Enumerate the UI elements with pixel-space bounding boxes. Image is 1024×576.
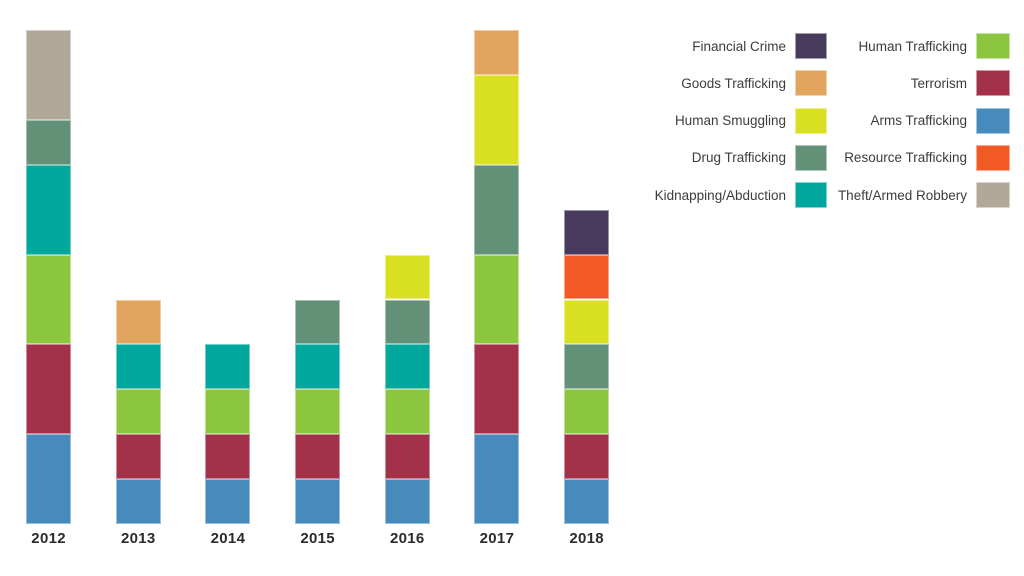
segment-kidnapping-abduction-2013 xyxy=(115,344,161,390)
legend-item-theft-armed-robbery: Theft/Armed Robbery xyxy=(792,182,1010,209)
segment-human-trafficking-2012 xyxy=(26,254,72,345)
x-axis-label-2013: 2013 xyxy=(120,530,156,547)
x-axis-label-2014: 2014 xyxy=(210,530,246,547)
legend-label-resource-trafficking: Resource Trafficking xyxy=(844,150,967,166)
segment-terrorism-2016 xyxy=(384,434,430,480)
legend-swatch-arms-trafficking xyxy=(976,107,1010,134)
segment-terrorism-2017 xyxy=(474,344,520,435)
legend-item-arms-trafficking: Arms Trafficking xyxy=(792,107,1010,134)
legend-column-1: Financial Crime Goods Trafficking Human Sm… xyxy=(600,33,827,253)
legend-item-terrorism: Terrorism xyxy=(792,70,1010,97)
legend-label-kidnapping-abduction: Kidnapping/Abduction xyxy=(654,187,786,203)
segment-human-trafficking-2018 xyxy=(564,389,610,435)
segment-human-trafficking-2015 xyxy=(295,389,341,435)
segment-kidnapping-abduction-2012 xyxy=(26,164,72,255)
legend-swatch-financial-crime xyxy=(795,33,827,59)
segment-goods-trafficking-2017 xyxy=(474,30,520,75)
segment-arms-trafficking-2015 xyxy=(295,479,341,524)
segment-theft-armed-robbery-2012 xyxy=(26,30,72,120)
legend-item-financial-crime: Financial Crime xyxy=(600,33,827,59)
segment-arms-trafficking-2012 xyxy=(26,434,72,524)
segment-kidnapping-abduction-2015 xyxy=(295,344,341,390)
legend-item-human-trafficking: Human Trafficking xyxy=(792,33,1010,59)
x-axis-label-2017: 2017 xyxy=(479,530,515,547)
segment-human-smuggling-2017 xyxy=(474,75,520,165)
legend-swatch-kidnapping-abduction xyxy=(795,182,827,209)
x-axis-label-2012: 2012 xyxy=(31,530,66,547)
legend-item-resource-trafficking: Resource Trafficking xyxy=(792,144,1010,171)
legend-item-human-smuggling: Human Smuggling xyxy=(600,107,827,134)
legend-swatch-human-trafficking xyxy=(976,33,1010,59)
legend-swatch-terrorism xyxy=(976,70,1010,97)
segment-human-smuggling-2018 xyxy=(564,299,610,345)
legend-label-human-smuggling: Human Smuggling xyxy=(674,113,786,129)
legend-label-terrorism: Terrorism xyxy=(910,75,967,91)
segment-drug-trafficking-2017 xyxy=(474,164,520,255)
legend-swatch-resource-trafficking xyxy=(976,144,1010,171)
segment-terrorism-2014 xyxy=(205,434,251,480)
segment-drug-trafficking-2016 xyxy=(384,299,430,345)
segment-kidnapping-abduction-2014 xyxy=(205,344,251,390)
segment-human-trafficking-2013 xyxy=(115,389,161,435)
legend-label-financial-crime: Financial Crime xyxy=(692,38,786,54)
legend-item-goods-trafficking: Goods Trafficking xyxy=(600,70,827,97)
legend-label-drug-trafficking: Drug Trafficking xyxy=(691,150,786,166)
legend-swatch-theft-armed-robbery xyxy=(976,182,1010,209)
segment-arms-trafficking-2017 xyxy=(474,434,520,524)
x-axis-label-2016: 2016 xyxy=(389,530,425,547)
segment-resource-trafficking-2018 xyxy=(564,254,610,300)
segment-terrorism-2012 xyxy=(26,344,72,435)
x-axis-label-2015: 2015 xyxy=(300,530,335,547)
segment-arms-trafficking-2014 xyxy=(205,479,251,524)
segment-terrorism-2015 xyxy=(295,434,341,480)
segment-kidnapping-abduction-2016 xyxy=(384,344,430,390)
segment-arms-trafficking-2013 xyxy=(115,479,161,524)
segment-human-trafficking-2017 xyxy=(474,254,520,345)
segment-human-smuggling-2016 xyxy=(384,254,430,300)
segment-arms-trafficking-2018 xyxy=(564,479,610,524)
segment-drug-trafficking-2012 xyxy=(26,119,72,165)
segment-drug-trafficking-2018 xyxy=(564,344,610,390)
legend-swatch-human-smuggling xyxy=(795,107,827,134)
legend-label-theft-armed-robbery: Theft/Armed Robbery xyxy=(837,187,967,203)
legend-label-human-trafficking: Human Trafficking xyxy=(858,38,967,54)
segment-drug-trafficking-2015 xyxy=(295,299,341,345)
legend-item-drug-trafficking: Drug Trafficking xyxy=(600,144,827,171)
legend-label-arms-trafficking: Arms Trafficking xyxy=(870,113,967,129)
legend-swatch-goods-trafficking xyxy=(795,70,827,97)
legend: Financial Crime Goods Trafficking Human Sm… xyxy=(0,33,1024,263)
segment-financial-crime-2018 xyxy=(564,209,610,255)
segment-goods-trafficking-2013 xyxy=(115,299,161,345)
legend-item-kidnapping-abduction: Kidnapping/Abduction xyxy=(600,182,827,209)
legend-swatch-drug-trafficking xyxy=(795,144,827,171)
x-axis-label-2018: 2018 xyxy=(569,530,604,547)
segment-terrorism-2013 xyxy=(115,434,161,480)
legend-column-2: Human Trafficking Terrorism Arms Trafficki… xyxy=(792,33,1010,253)
segment-human-trafficking-2014 xyxy=(205,389,251,435)
segment-arms-trafficking-2016 xyxy=(384,479,430,524)
legend-label-goods-trafficking: Goods Trafficking xyxy=(681,75,786,91)
segment-human-trafficking-2016 xyxy=(384,389,430,435)
segment-terrorism-2018 xyxy=(564,434,610,480)
